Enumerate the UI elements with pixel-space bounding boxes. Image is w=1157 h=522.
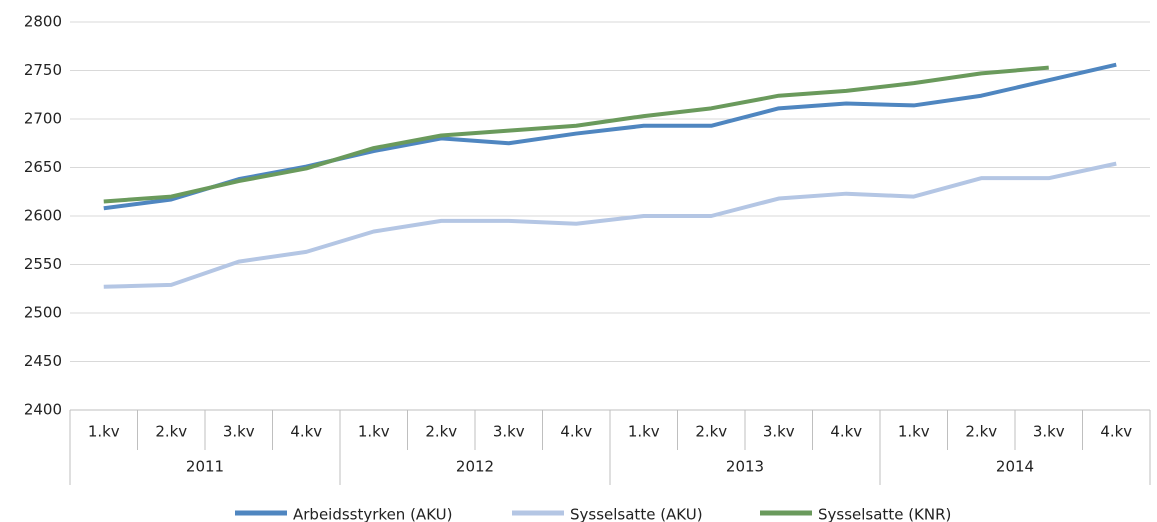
y-tick-label: 2550 — [24, 255, 62, 273]
x-tick-label: 2.kv — [695, 423, 727, 441]
x-tick-label: 4.kv — [1100, 423, 1132, 441]
x-tick-label: 1.kv — [898, 423, 930, 441]
y-tick-label: 2750 — [24, 61, 62, 79]
series-line — [103, 161, 1117, 289]
y-tick-label: 2650 — [24, 158, 62, 176]
y-tick-label: 2450 — [24, 352, 62, 370]
x-tick-label: 1.kv — [358, 423, 390, 441]
x-tick-label: 4.kv — [290, 423, 322, 441]
legend-label: Sysselsatte (KNR) — [818, 506, 951, 522]
x-tick-label: 2.kv — [965, 423, 997, 441]
x-tick-label: 3.kv — [223, 423, 255, 441]
x-tick-label: 3.kv — [763, 423, 795, 441]
x-tick-label: 4.kv — [830, 423, 862, 441]
x-tick-label: 4.kv — [560, 423, 592, 441]
y-tick-label: 2800 — [24, 13, 62, 31]
x-group-label: 2014 — [996, 458, 1034, 476]
x-tick-label: 3.kv — [493, 423, 525, 441]
x-tick-label: 2.kv — [425, 423, 457, 441]
x-group-label: 2011 — [186, 458, 224, 476]
y-tick-label: 2600 — [24, 207, 62, 225]
legend-label: Arbeidsstyrken (AKU) — [293, 506, 452, 522]
x-tick-label: 2.kv — [155, 423, 187, 441]
series-line — [103, 62, 1117, 211]
y-tick-label: 2500 — [24, 304, 62, 322]
y-tick-label: 2700 — [24, 110, 62, 128]
series-line — [103, 65, 1049, 204]
y-tick-label: 2400 — [24, 401, 62, 419]
x-group-label: 2013 — [726, 458, 764, 476]
x-group-label: 2012 — [456, 458, 494, 476]
x-tick-label: 3.kv — [1033, 423, 1065, 441]
x-tick-label: 1.kv — [88, 423, 120, 441]
x-tick-label: 1.kv — [628, 423, 660, 441]
legend-label: Sysselsatte (AKU) — [570, 506, 703, 522]
